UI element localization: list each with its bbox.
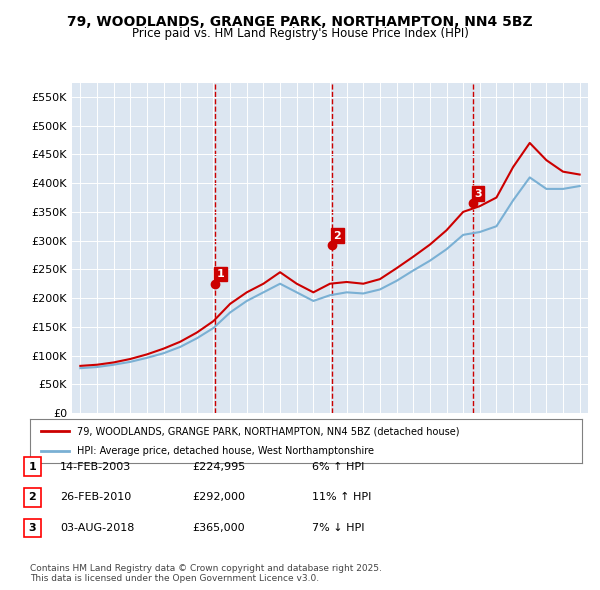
Text: 7% ↓ HPI: 7% ↓ HPI	[312, 523, 365, 533]
Text: 1: 1	[217, 269, 224, 279]
Text: £224,995: £224,995	[192, 462, 245, 471]
Text: 2: 2	[29, 493, 36, 502]
Text: Contains HM Land Registry data © Crown copyright and database right 2025.
This d: Contains HM Land Registry data © Crown c…	[30, 563, 382, 583]
Text: Price paid vs. HM Land Registry's House Price Index (HPI): Price paid vs. HM Land Registry's House …	[131, 27, 469, 40]
Text: 11% ↑ HPI: 11% ↑ HPI	[312, 493, 371, 502]
Text: 79, WOODLANDS, GRANGE PARK, NORTHAMPTON, NN4 5BZ: 79, WOODLANDS, GRANGE PARK, NORTHAMPTON,…	[67, 15, 533, 29]
Text: 79, WOODLANDS, GRANGE PARK, NORTHAMPTON, NN4 5BZ (detached house): 79, WOODLANDS, GRANGE PARK, NORTHAMPTON,…	[77, 427, 460, 436]
Text: 3: 3	[29, 523, 36, 533]
Text: 03-AUG-2018: 03-AUG-2018	[60, 523, 134, 533]
Text: £365,000: £365,000	[192, 523, 245, 533]
Text: 14-FEB-2003: 14-FEB-2003	[60, 462, 131, 471]
Text: 1: 1	[29, 462, 36, 471]
Text: HPI: Average price, detached house, West Northamptonshire: HPI: Average price, detached house, West…	[77, 446, 374, 455]
Text: 2: 2	[334, 231, 341, 241]
Text: 26-FEB-2010: 26-FEB-2010	[60, 493, 131, 502]
Text: 6% ↑ HPI: 6% ↑ HPI	[312, 462, 364, 471]
Text: £292,000: £292,000	[192, 493, 245, 502]
Text: 3: 3	[474, 189, 482, 199]
